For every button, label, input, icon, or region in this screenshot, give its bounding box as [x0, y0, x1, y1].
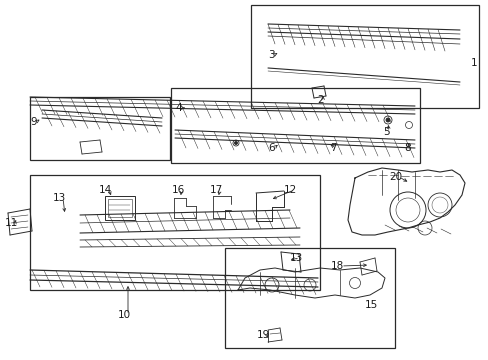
Text: 13: 13 [289, 253, 303, 263]
Text: 5: 5 [382, 127, 389, 137]
Text: 20: 20 [388, 172, 401, 182]
Text: 12: 12 [284, 185, 297, 195]
Text: 1: 1 [470, 58, 477, 68]
Circle shape [385, 118, 389, 122]
Bar [105, 196, 135, 220]
Text: 3: 3 [267, 50, 274, 60]
Text: 8: 8 [403, 143, 410, 153]
Text: 10: 10 [118, 310, 131, 320]
Text: 18: 18 [330, 261, 344, 271]
Text: 16: 16 [172, 185, 185, 195]
Text: 6: 6 [267, 143, 274, 153]
Text: 11: 11 [5, 218, 18, 228]
Text: 17: 17 [209, 185, 223, 195]
Circle shape [234, 141, 237, 144]
Bar [30, 175, 319, 290]
Bar [171, 88, 419, 163]
Bar [30, 97, 170, 160]
Text: 13: 13 [53, 193, 66, 203]
Text: 15: 15 [364, 300, 378, 310]
Bar [250, 5, 478, 108]
Text: 7: 7 [329, 143, 336, 153]
Text: 4: 4 [175, 103, 181, 113]
Text: 14: 14 [99, 185, 112, 195]
Text: 2: 2 [316, 95, 323, 105]
Text: 9: 9 [30, 117, 37, 127]
Bar [224, 248, 394, 348]
Bar [108, 199, 132, 217]
Text: 19: 19 [257, 330, 270, 340]
